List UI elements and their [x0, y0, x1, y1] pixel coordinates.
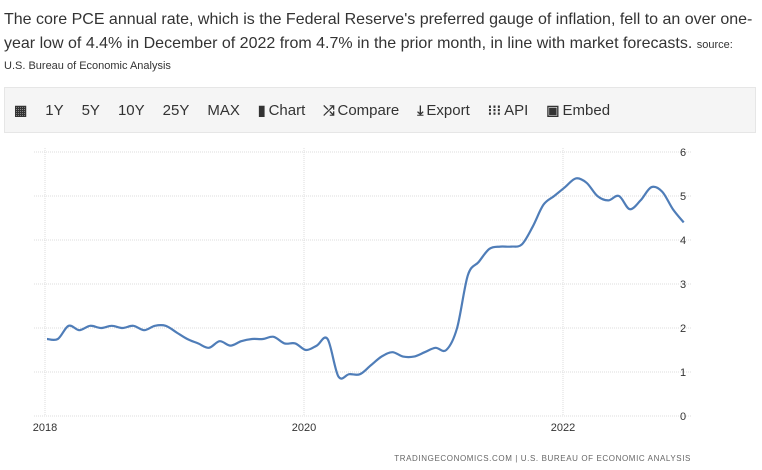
- toolbar: ▦ 1Y 5Y 10Y 25Y MAX ▮ Chart ⤮ Compare ⤓ Exp…: [4, 87, 756, 133]
- source-label: source:: [696, 39, 733, 51]
- x-tick-label: 2020: [292, 422, 316, 434]
- description: The core PCE annual rate, which is the F…: [4, 8, 756, 57]
- export-label: Export: [426, 101, 470, 119]
- y-tick-label: 3: [680, 279, 686, 291]
- y-tick-label: 6: [680, 147, 686, 159]
- grid-icon: ⁝⁝⁝: [487, 101, 502, 118]
- source-name[interactable]: U.S. Bureau of Economic Analysis: [4, 60, 171, 72]
- chart-label: Chart: [268, 101, 306, 119]
- range-25y-button[interactable]: 25Y: [162, 101, 190, 119]
- api-label: API: [504, 101, 529, 119]
- y-tick-label: 5: [680, 191, 686, 203]
- x-tick-label: 2018: [33, 422, 57, 434]
- export-button[interactable]: ⤓ Export: [408, 102, 479, 119]
- range-10y-button[interactable]: 10Y: [117, 101, 145, 119]
- description-text: The core PCE annual rate, which is the F…: [4, 11, 753, 52]
- chart-button[interactable]: ▮ Chart: [249, 102, 314, 119]
- y-tick-label: 0: [680, 411, 686, 423]
- calendar-button[interactable]: ▦: [5, 102, 36, 119]
- compare-label: Compare: [337, 101, 400, 119]
- x-tick-label: 2022: [551, 422, 575, 434]
- series-line: [46, 177, 685, 380]
- embed-button[interactable]: ▣ Embed: [537, 102, 619, 119]
- calendar-icon: ▦: [14, 101, 28, 118]
- embed-label: Embed: [562, 101, 611, 119]
- image-icon: ▣: [546, 101, 560, 118]
- y-tick-label: 4: [680, 235, 686, 247]
- compare-button[interactable]: ⤮ Compare: [314, 102, 408, 119]
- y-tick-label: 2: [680, 323, 686, 335]
- shuffle-icon: ⤮: [323, 101, 335, 118]
- range-5y-button[interactable]: 5Y: [81, 101, 100, 119]
- api-button[interactable]: ⁝⁝⁝ API: [479, 102, 538, 119]
- range-1y-button[interactable]: 1Y: [45, 101, 64, 119]
- range-max-button[interactable]: MAX: [207, 101, 240, 119]
- download-icon: ⤓: [417, 101, 424, 118]
- bar-chart-icon: ▮: [257, 101, 266, 118]
- watermark: TRADINGECONOMICS.COM | U.S. BUREAU OF EC…: [394, 454, 691, 463]
- y-tick-label: 1: [680, 367, 686, 379]
